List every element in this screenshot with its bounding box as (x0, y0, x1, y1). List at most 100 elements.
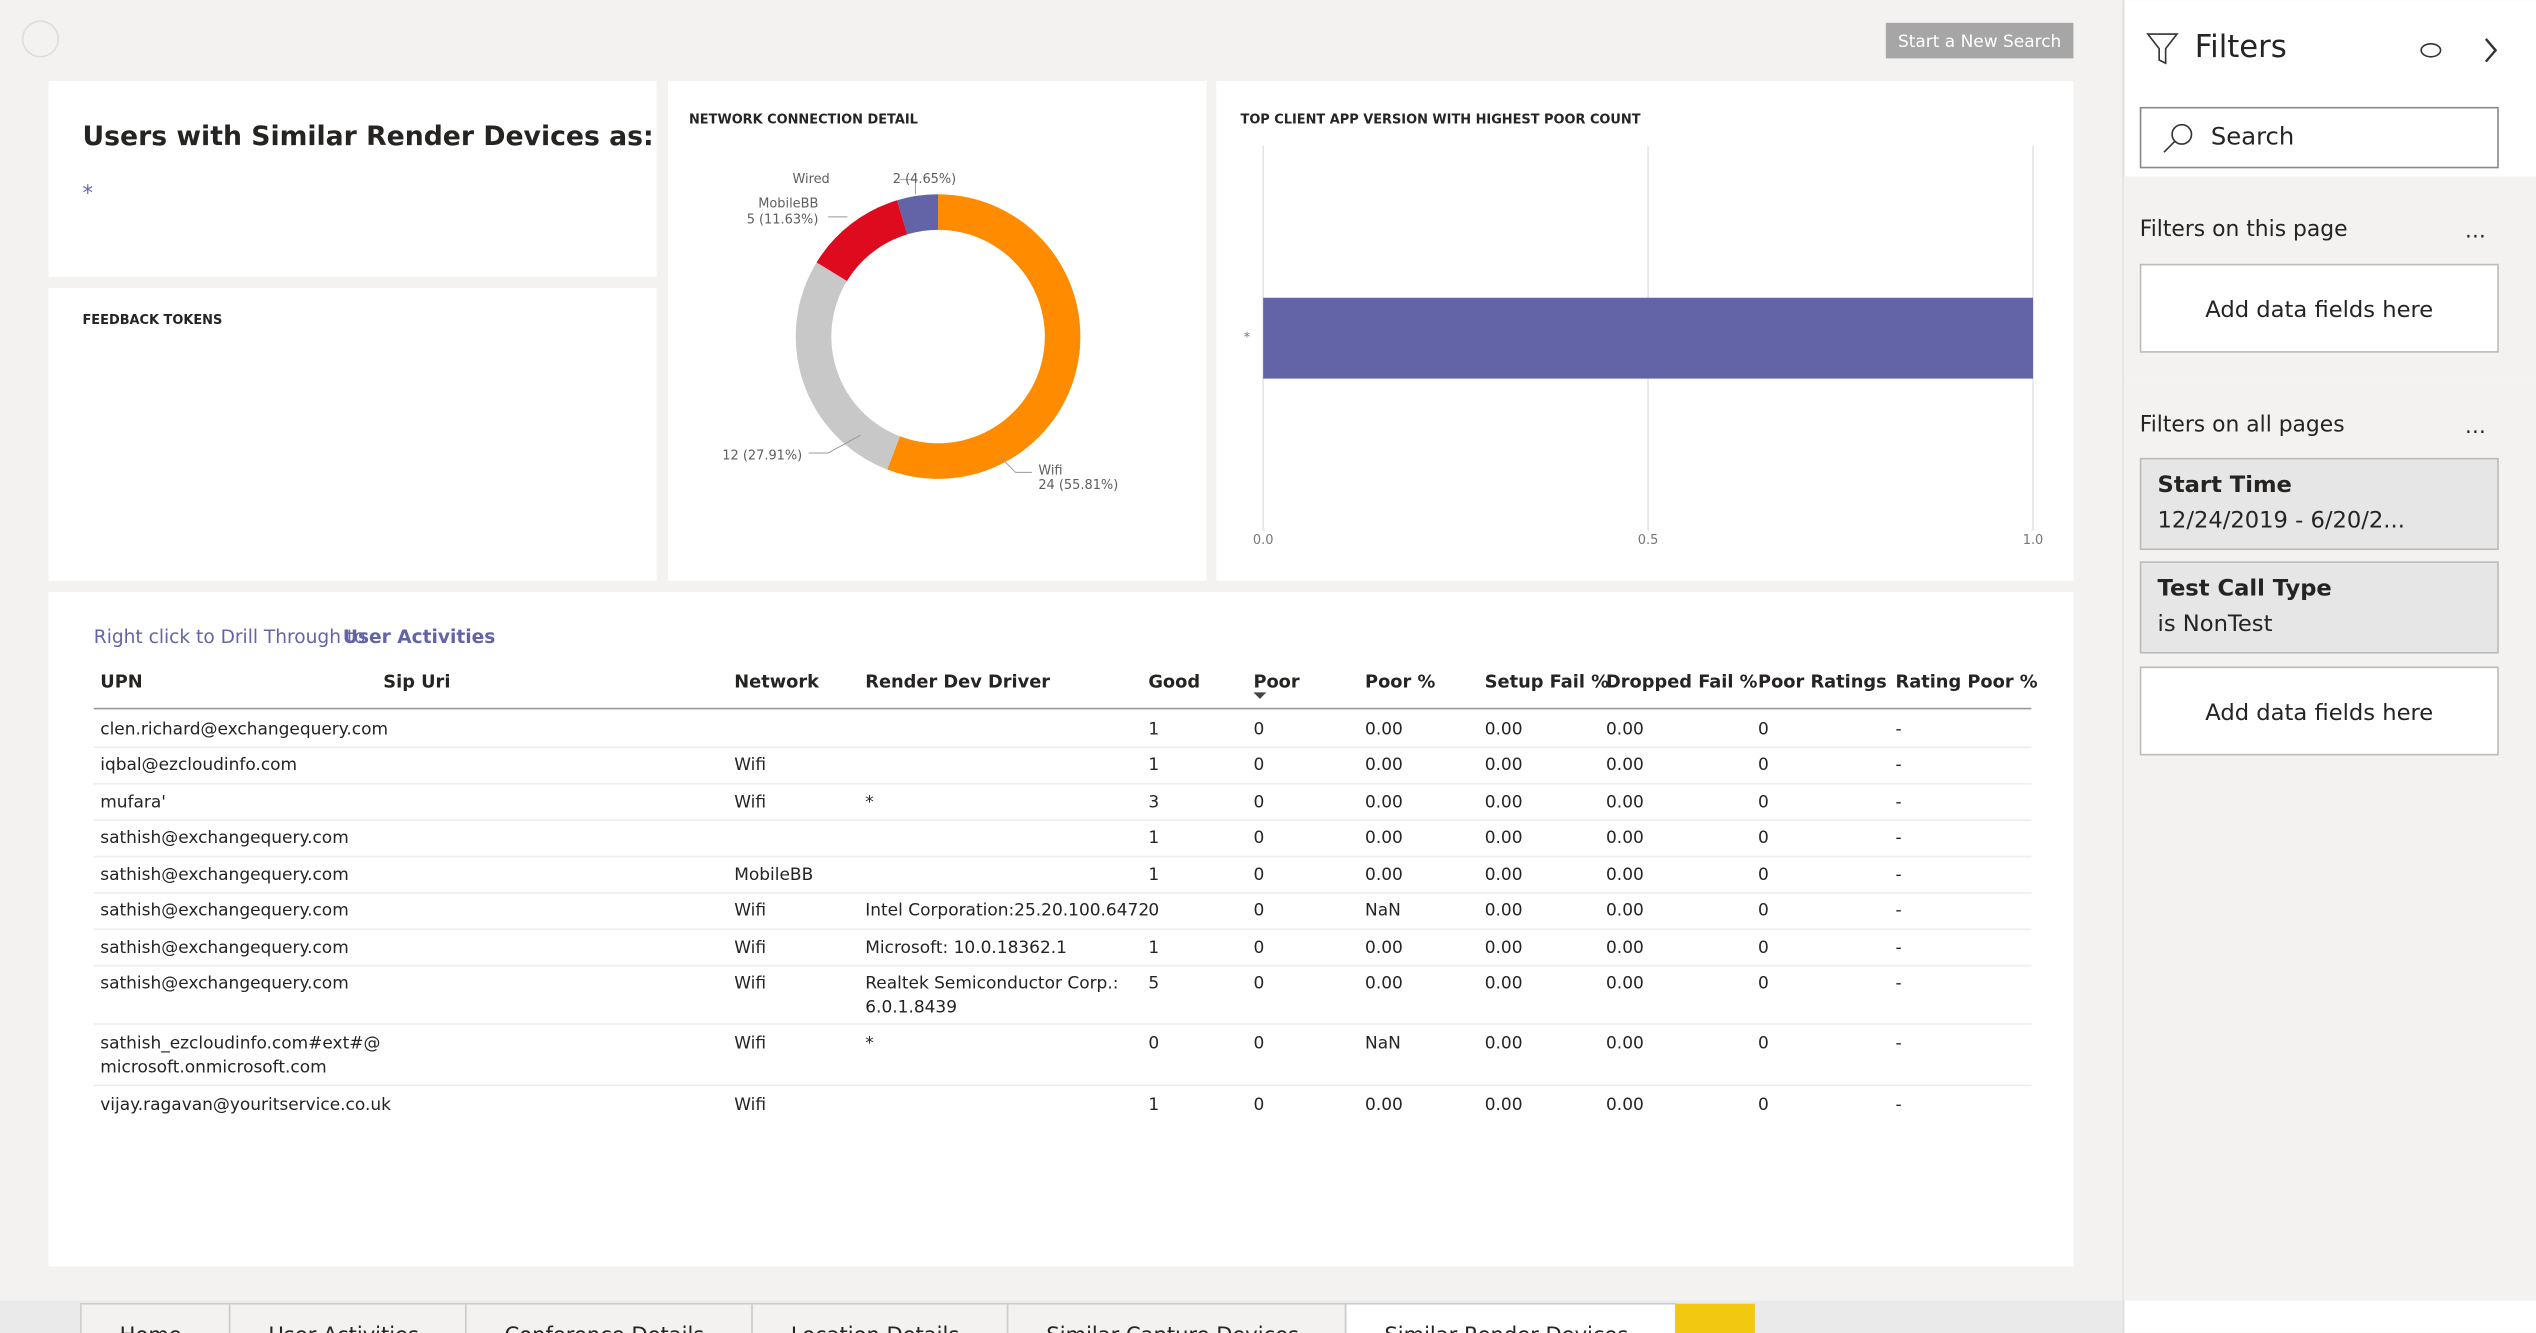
cell: 0.00 (1485, 828, 1523, 848)
cell: 1 (1148, 720, 1159, 740)
sort-icon[interactable] (1253, 692, 1267, 699)
slice-label: Wired (793, 172, 830, 187)
tab-label: Similar Render Devices (1384, 1322, 1628, 1333)
tab-label: Location Details (791, 1322, 959, 1333)
slice-value-label: 2 (4.65%) (893, 172, 956, 187)
cell: 0 (1758, 1033, 1769, 1053)
cell: 1 (1148, 828, 1159, 848)
cell: - (1896, 792, 1902, 812)
cell: Wifi (734, 755, 766, 775)
cell: MobileBB (734, 865, 813, 885)
visual-title: TOP CLIENT APP VERSION WITH HIGHEST POOR… (1241, 112, 1641, 127)
cell: - (1896, 938, 1902, 958)
donut-slice[interactable] (816, 200, 908, 281)
cell: 0 (1758, 828, 1769, 848)
drop-zone[interactable] (2139, 666, 2499, 756)
card (48, 288, 657, 581)
search-placeholder: Search (2211, 122, 2294, 151)
cell: microsoft.onmicrosoft.com (100, 1058, 326, 1078)
column-header[interactable]: Poor Ratings (1758, 672, 1887, 693)
collapse-icon[interactable] (2484, 38, 2498, 63)
cell: vijay.ragavan@youritservice.co.uk (100, 1095, 391, 1115)
column-header[interactable]: Sip Uri (383, 672, 450, 693)
page-tab[interactable] (751, 1302, 1009, 1333)
cell: 0.00 (1365, 828, 1403, 848)
cell: 0.00 (1485, 792, 1523, 812)
tab-label: Home (120, 1322, 182, 1333)
more-icon[interactable]: … (2465, 413, 2486, 438)
filter-card[interactable] (2139, 457, 2499, 551)
filter-name: Test Call Type (2158, 575, 2332, 601)
donut-slice[interactable] (897, 194, 939, 235)
cell: - (1896, 974, 1902, 994)
cell: 3 (1148, 792, 1159, 812)
cell: 0.00 (1606, 720, 1644, 740)
cell: Wifi (734, 1033, 766, 1053)
cell: 0.00 (1606, 901, 1644, 921)
cell: iqbal@ezcloudinfo.com (100, 755, 297, 775)
page-tab[interactable] (228, 1302, 467, 1333)
slice-value-label: 5 (11.63%) (747, 213, 819, 228)
cell: Realtek Semiconductor Corp.: (865, 974, 1118, 994)
cell: Wifi (734, 974, 766, 994)
search-icon (2171, 123, 2193, 145)
slice-label: MobileBB (758, 196, 818, 211)
visual-title: FEEDBACK TOKENS (82, 313, 222, 328)
cell: 6.0.1.8439 (865, 998, 957, 1018)
filter-value: is NonTest (2158, 611, 2273, 637)
add-tab[interactable] (1675, 1303, 1755, 1333)
filter-icon (2146, 33, 2179, 65)
donut-slice[interactable] (887, 194, 1081, 479)
filter-card[interactable] (2139, 561, 2499, 654)
column-header[interactable]: Poor % (1365, 672, 1435, 693)
cell: 0.00 (1365, 720, 1403, 740)
cell: 1 (1148, 938, 1159, 958)
column-header[interactable]: Network (734, 672, 820, 693)
column-header[interactable]: Dropped Fail % (1606, 672, 1758, 693)
visual-title: NETWORK CONNECTION DETAIL (689, 112, 918, 127)
cell: 0.00 (1365, 938, 1403, 958)
filter-name: Start Time (2158, 472, 2292, 498)
drill-link[interactable]: User Activities (343, 627, 495, 648)
column-header[interactable]: Rating Poor % (1896, 672, 2038, 693)
eye-icon[interactable] (2420, 43, 2442, 58)
cell: 0 (1758, 720, 1769, 740)
drop-zone[interactable] (2139, 263, 2499, 353)
leader-line (999, 455, 1032, 473)
cell: 1 (1148, 865, 1159, 885)
page-tab[interactable] (80, 1302, 231, 1333)
new-search-button[interactable] (1885, 22, 2074, 59)
column-header[interactable]: Render Dev Driver (865, 672, 1050, 693)
search-icon (2163, 140, 2176, 153)
back-button[interactable] (21, 20, 60, 58)
donut-visual (667, 81, 1207, 581)
cell: NaN (1365, 1033, 1401, 1053)
donut-slice[interactable] (795, 262, 900, 470)
cell: 0 (1253, 1033, 1264, 1053)
column-header[interactable]: Poor (1253, 672, 1299, 693)
cell: * (865, 792, 873, 812)
leader-line (899, 179, 916, 195)
tab-label: Similar Capture Devices (1046, 1322, 1299, 1333)
filter-title: Filters (2195, 29, 2287, 65)
cell: 0.00 (1365, 974, 1403, 994)
cell: 5 (1148, 974, 1159, 994)
cell: 0.00 (1606, 755, 1644, 775)
cell: - (1896, 720, 1902, 740)
y-tick-label: * (1244, 331, 1251, 346)
cell: 0 (1253, 901, 1264, 921)
cell: 1 (1148, 1095, 1159, 1115)
search-box[interactable] (2139, 106, 2499, 169)
cell: 0.00 (1365, 792, 1403, 812)
cell: 0.00 (1485, 865, 1523, 885)
drill-text: Right click to Drill Through to (94, 627, 366, 648)
bar[interactable] (1263, 297, 2034, 379)
slice-label: Wifi (1038, 463, 1062, 478)
tab-label: Conference Details (505, 1322, 705, 1333)
column-header[interactable]: Setup Fail % (1485, 672, 1609, 693)
more-icon[interactable]: … (2465, 217, 2486, 242)
column-header[interactable]: UPN (100, 672, 142, 693)
page-tab[interactable] (464, 1302, 753, 1333)
column-header[interactable]: Good (1148, 672, 1200, 693)
cell: 0 (1758, 792, 1769, 812)
